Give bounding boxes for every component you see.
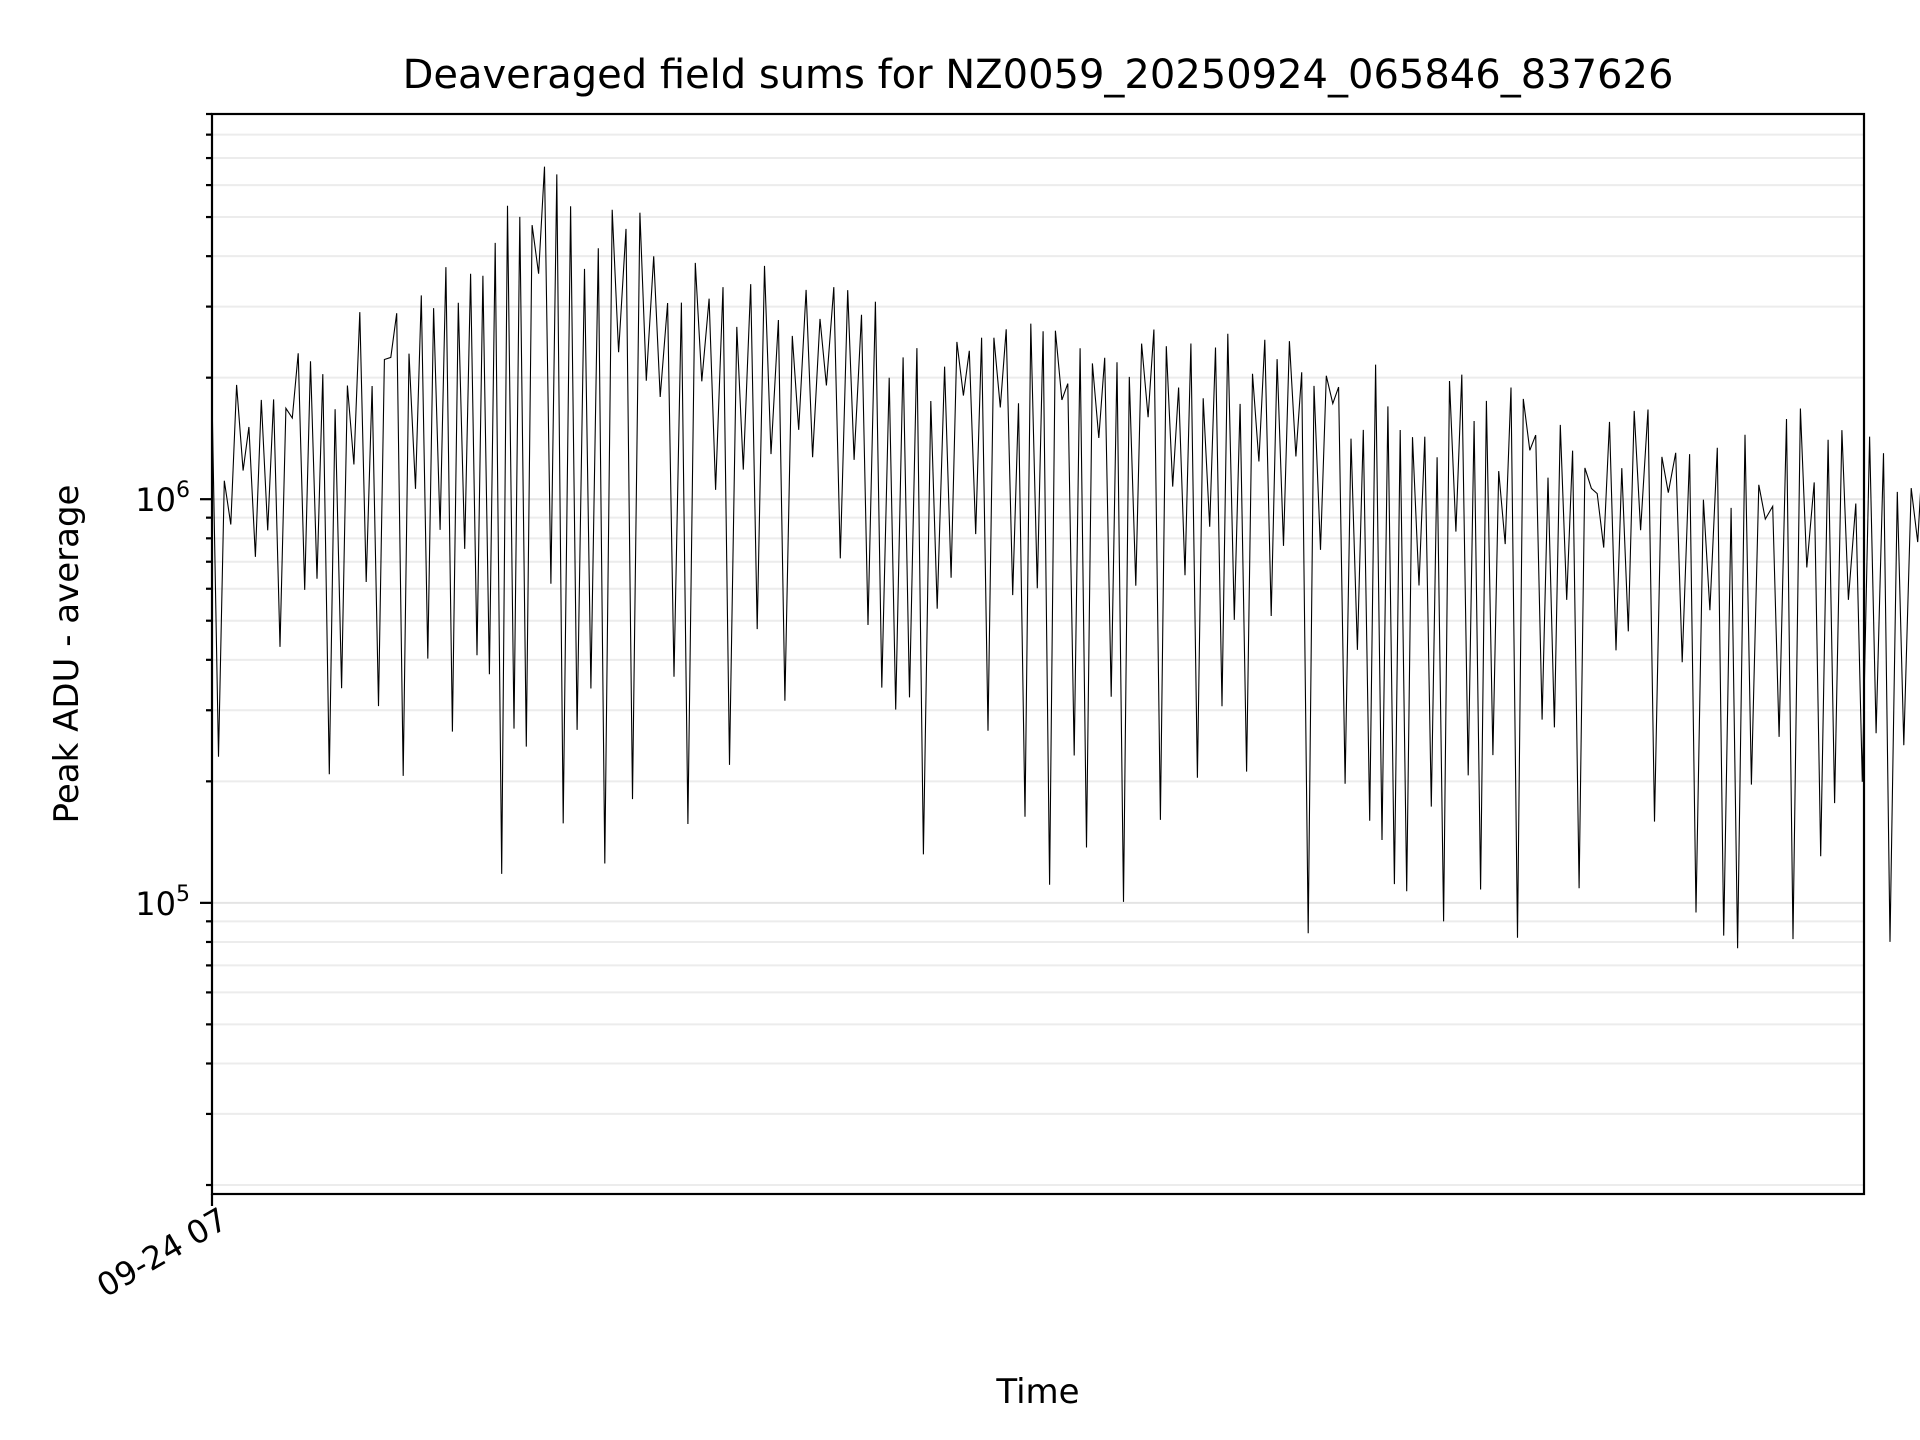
y-tick-label: 106 [135,478,190,519]
y-axis: 105 106 [135,112,212,1187]
plot-area [211,166,1920,949]
y-tick-label: 105 [135,882,190,923]
x-axis-label: Time [995,1372,1079,1412]
grid [212,113,1864,1187]
y-axis-label: Peak ADU - average [47,485,87,824]
series-line [211,166,1920,949]
axes-frame [210,112,1866,1196]
x-tick-label: 09-24 07 [90,1200,234,1305]
chart-title: Deaveraged field sums for NZ0059_2025092… [403,52,1674,98]
x-axis: 09-24 0709-24 0809-24 0909-24 1009-24 11… [90,1194,234,1305]
